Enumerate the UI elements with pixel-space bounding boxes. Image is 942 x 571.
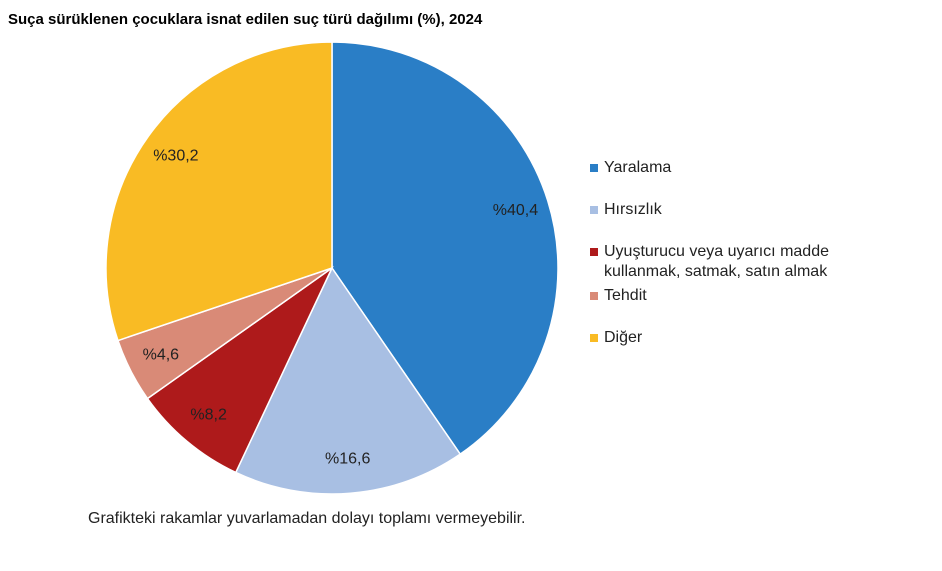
legend-label: Tehdit (604, 287, 647, 304)
legend-label: Hırsızlık (604, 201, 662, 218)
pie-slice (331, 41, 559, 456)
legend-swatch (590, 334, 598, 342)
data-label: %30,2 (153, 147, 198, 164)
legend-label: Yaralama (604, 159, 672, 176)
data-label: %16,6 (325, 451, 370, 468)
pie-slice (234, 266, 462, 495)
legend-label: Diğer (604, 329, 643, 346)
data-label: %4,6 (143, 346, 180, 363)
legend-item: Diğer (590, 328, 880, 348)
legend-item: Tehdit (590, 286, 880, 306)
data-label: %8,2 (190, 406, 227, 423)
data-label: %40,4 (493, 202, 538, 219)
legend: Yaralama Hırsızlık Uyuşturucu veya uyarıcı… (590, 158, 880, 370)
pie-slice (105, 41, 333, 342)
legend-item: Yaralama (590, 158, 880, 178)
legend-swatch (590, 206, 598, 214)
legend-swatch (590, 292, 598, 300)
note: Grafikteki rakamlar yuvarlamadan dolayı … (88, 510, 526, 527)
legend-item: Uyuşturucu veya uyarıcı madde kullanmak,… (590, 242, 880, 282)
legend-swatch (590, 164, 598, 172)
legend-label: Uyuşturucu veya uyarıcı madde kullanmak,… (604, 243, 829, 280)
pie-slice (146, 265, 334, 474)
chart-title: Suça sürüklenen çocuklara isnat edilen s… (8, 11, 483, 28)
legend-swatch (590, 248, 598, 256)
legend-item: Hırsızlık (590, 200, 880, 220)
